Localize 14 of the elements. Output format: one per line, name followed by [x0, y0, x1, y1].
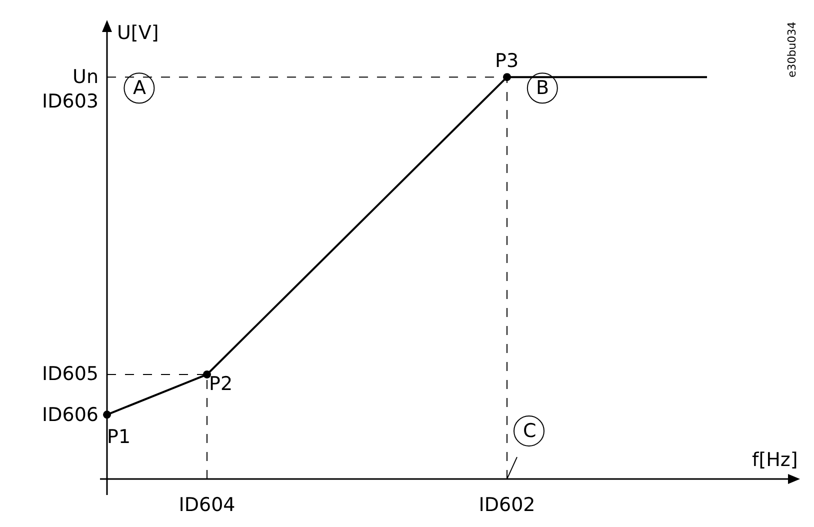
annotation: Un ID603: [42, 66, 98, 113]
annotation: ID606: [42, 404, 98, 426]
annotation: P2: [209, 373, 233, 395]
text: e30bu034: [786, 22, 798, 78]
x-tick-label: ID602: [478, 494, 536, 516]
annotation: C: [523, 420, 536, 442]
y-axis-title: U[V]: [117, 22, 159, 44]
annotation: ID605: [42, 363, 98, 385]
x-axis-title: f[Hz]: [752, 449, 798, 471]
annotation: P1: [107, 426, 131, 448]
annotation: P3: [495, 50, 519, 72]
annotation: A: [133, 77, 146, 99]
annotation: B: [536, 77, 550, 99]
x-tick-label: ID604: [178, 494, 236, 516]
